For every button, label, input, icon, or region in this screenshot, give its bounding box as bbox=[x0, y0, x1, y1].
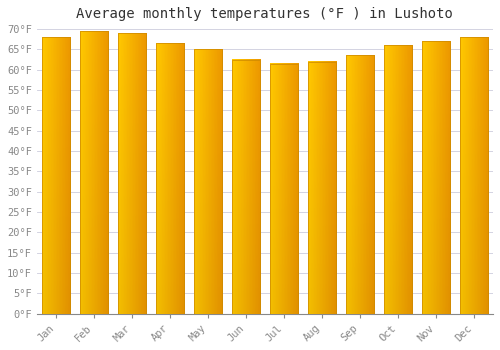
Title: Average monthly temperatures (°F ) in Lushoto: Average monthly temperatures (°F ) in Lu… bbox=[76, 7, 454, 21]
Bar bbox=[422, 41, 450, 314]
Bar bbox=[156, 43, 184, 314]
Bar bbox=[270, 64, 298, 314]
Bar bbox=[118, 33, 146, 314]
Bar bbox=[384, 45, 412, 314]
Bar bbox=[194, 49, 222, 314]
Bar bbox=[460, 37, 488, 314]
Bar bbox=[308, 62, 336, 314]
Bar bbox=[232, 60, 260, 314]
Bar bbox=[80, 31, 108, 314]
Bar bbox=[42, 37, 70, 314]
Bar bbox=[346, 56, 374, 314]
